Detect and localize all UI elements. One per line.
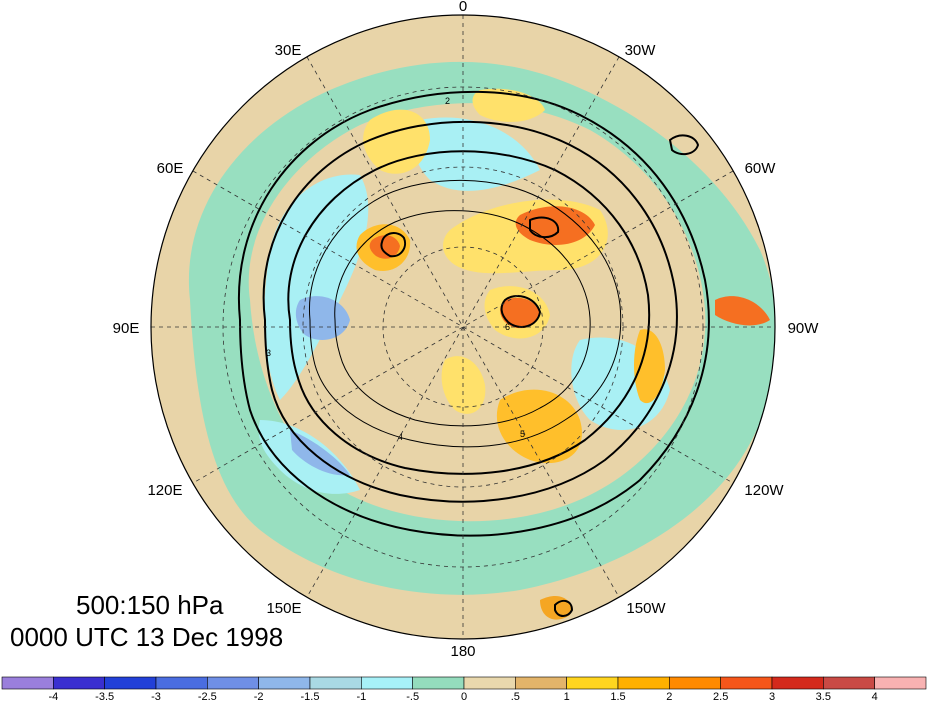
lon-label-0: 0	[459, 0, 467, 15]
colorbar-swatch	[874, 676, 927, 690]
colorbar-swatch	[617, 676, 670, 690]
lon-label-150w: 150W	[626, 600, 666, 617]
colorbar-label: -1.5	[301, 691, 320, 702]
lon-label-150e: 150E	[266, 600, 301, 617]
colorbar-swatch	[669, 676, 721, 690]
colorbar-label: -.5	[406, 691, 419, 702]
colorbar-label: 1.5	[610, 691, 625, 702]
colorbar-swatch	[258, 676, 311, 690]
colorbar-swatch	[361, 676, 413, 690]
colorbar-swatch	[412, 676, 465, 690]
colorbar-label: -3.5	[95, 691, 114, 702]
anomaly-region-high-8	[634, 329, 665, 404]
colorbar-label: -1	[356, 691, 366, 702]
lon-label-120w: 120W	[744, 482, 784, 499]
anomaly-region-high-5	[496, 389, 582, 464]
colorbar-label: -3	[151, 691, 161, 702]
colorbar-swatch	[104, 676, 157, 690]
anomaly-region-high-9	[715, 296, 770, 326]
colorbar-label: 3	[769, 691, 775, 702]
colorbar-swatch	[823, 676, 875, 690]
colorbar-label: -2.5	[198, 691, 217, 702]
lon-label-60e: 60E	[157, 160, 184, 177]
lon-label-90w: 90W	[788, 320, 820, 337]
colorbar-label: 3.5	[816, 691, 831, 702]
colorbar-swatch	[53, 676, 105, 690]
colorbar-swatch	[515, 676, 567, 690]
lon-label-120e: 120E	[147, 482, 182, 499]
colorbar-label: 2.5	[713, 691, 728, 702]
lon-label-180: 180	[450, 643, 475, 660]
graticule	[151, 15, 775, 639]
map-border	[150, 14, 776, 640]
caption-level: 500:150 hPa	[76, 590, 224, 620]
colorbar-swatch	[720, 676, 773, 690]
colorbar-label: 1	[564, 691, 570, 702]
anomaly-region-high-3	[363, 109, 430, 174]
colorbar-label: 0	[461, 691, 467, 702]
anomaly-region-high-6	[441, 356, 486, 414]
lon-label-60w: 60W	[745, 160, 777, 177]
contour-label: 2	[445, 96, 450, 106]
anomaly-region-low-blue-2	[290, 430, 350, 476]
lon-label-30e: 30E	[275, 42, 302, 59]
colorbar-label: -4	[48, 691, 58, 702]
lon-label-30w: 30W	[625, 42, 657, 59]
contour-value-labels: 2 3 4 5 6	[266, 96, 525, 442]
colorbar: -4 -3.5 -3 -2.5 -2 -1.5 -1 -.5 0 .5 1 1.5 2 2.5 3 3.5 4	[1, 676, 927, 702]
contour-lines-thin	[308, 179, 622, 448]
colorbar-swatch	[566, 676, 619, 690]
caption-time: 0000 UTC 13 Dec 1998	[10, 622, 284, 652]
contour-lines	[237, 90, 710, 617]
colorbar-swatch	[771, 676, 824, 690]
colorbar-label: -2	[254, 691, 264, 702]
polar-map: 2 3 4 5 6 0 30W 60W 90W 120W 150W 180 15…	[113, 0, 820, 660]
anomaly-region-high-2-core	[369, 235, 400, 259]
colorbar-swatch	[463, 676, 516, 690]
colorbar-label: 4	[872, 691, 878, 702]
contour-label: 3	[266, 348, 271, 358]
colorbar-swatch	[155, 676, 208, 690]
colorbar-swatch	[309, 676, 362, 690]
contour-label: 5	[520, 429, 525, 439]
lon-label-90e: 90E	[113, 320, 140, 337]
contour-label: 6	[505, 322, 510, 332]
colorbar-label: 2	[666, 691, 672, 702]
colorbar-label: .5	[511, 691, 520, 702]
anomaly-region-high-4-core	[500, 297, 540, 329]
anomaly-region-low-cyan-2	[413, 117, 540, 191]
contour-label: 4	[398, 432, 403, 442]
colorbar-swatch	[207, 676, 259, 690]
colorbar-swatch	[1, 676, 54, 690]
